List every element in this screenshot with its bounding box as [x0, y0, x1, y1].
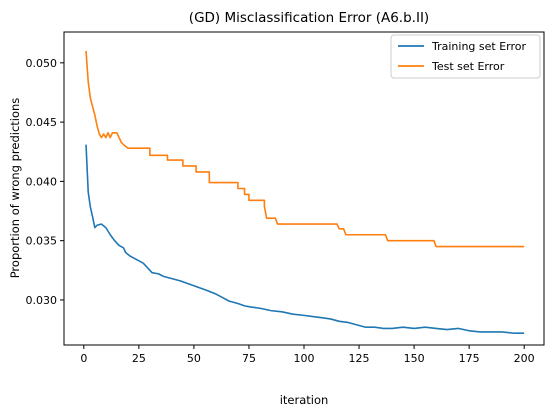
legend-label-training: Training set Error [431, 40, 526, 53]
legend-label-test: Test set Error [431, 60, 505, 73]
y-tick-label: 0.035 [26, 235, 58, 248]
x-tick-label: 75 [242, 352, 256, 365]
x-axis-label: iteration [280, 393, 329, 407]
x-tick-label: 0 [80, 352, 87, 365]
legend: Training set Error Test set Error [390, 34, 541, 79]
y-tick-label: 0.030 [26, 294, 58, 307]
x-axis: 0 25 50 75 100 125 150 175 200 [80, 345, 535, 365]
training-error-line [85, 144, 525, 334]
x-tick-label: 150 [404, 352, 425, 365]
y-tick-label: 0.045 [26, 116, 58, 129]
x-tick-label: 100 [294, 352, 315, 365]
x-tick-label: 50 [187, 352, 201, 365]
y-axis-label: Proportion of wrong predictions [8, 98, 22, 279]
x-tick-label: 200 [514, 352, 535, 365]
plot-area [63, 31, 545, 346]
legend-box [390, 34, 541, 79]
y-axis: 0.030 0.035 0.040 0.045 0.050 [26, 57, 64, 307]
plot-frame [63, 31, 545, 346]
x-tick-label: 25 [132, 352, 146, 365]
y-tick-label: 0.050 [26, 57, 58, 70]
y-tick-label: 0.040 [26, 175, 58, 188]
chart-title: (GD) Misclassification Error (A6.b.II) [189, 10, 429, 26]
x-tick-label: 125 [349, 352, 370, 365]
test-error-line [85, 50, 525, 248]
series-layer [85, 50, 525, 334]
x-tick-label: 175 [459, 352, 480, 365]
